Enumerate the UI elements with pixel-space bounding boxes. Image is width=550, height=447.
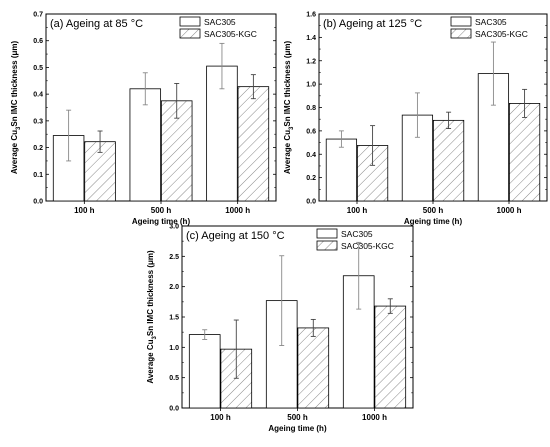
x-tick-label-100h: 100 h bbox=[74, 206, 95, 215]
legend-label-sac305-kgc: SAC305-KGC bbox=[341, 241, 394, 251]
x-axis-label: Ageing time (h) bbox=[404, 217, 463, 226]
y-tick-label: 0.6 bbox=[33, 38, 43, 45]
y-tick-label: 0.2 bbox=[33, 145, 43, 152]
x-tick-label-500h: 500 h bbox=[423, 206, 444, 215]
bar-sac305-kgc-1000h bbox=[508, 103, 541, 202]
x-tick-label-100h: 100 h bbox=[347, 206, 368, 215]
x-tick-label-1000h: 1000 h bbox=[225, 206, 250, 215]
legend-swatch-sac305-kgc bbox=[179, 28, 201, 39]
y-axis-label: Average Cu3Sn IMC thickness (μm) bbox=[10, 41, 22, 175]
y-tick-label: 1.0 bbox=[169, 345, 179, 352]
bar-sac305-kgc-500h bbox=[432, 119, 465, 202]
legend-swatch-sac305-kgc bbox=[316, 240, 338, 251]
bar-sac305-100h bbox=[325, 138, 358, 202]
panel-a-ageing-85c: 0.0 0.1 0.2 0.3 0.4 0.5 0.6 0.7 100 h 500 h 1000 h… bbox=[10, 12, 277, 226]
y-tick-label: 0.3 bbox=[33, 118, 43, 125]
y-axis-label: Average Cu3Sn IMC thickness (μm) bbox=[146, 250, 158, 384]
legend-label-sac305-kgc: SAC305-KGC bbox=[204, 29, 257, 39]
y-tick-label: 0.1 bbox=[33, 172, 43, 179]
y-tick-label: 0.4 bbox=[306, 152, 316, 159]
y-axis-label: Average Cu3Sn IMC thickness (μm) bbox=[283, 41, 295, 175]
bar-sac305-500h bbox=[129, 88, 162, 202]
y-tick-label: 1.2 bbox=[306, 58, 316, 65]
legend-swatch-sac305 bbox=[179, 16, 201, 27]
y-tick-label: 0.2 bbox=[306, 175, 316, 182]
bar-sac305-kgc-1000h bbox=[237, 86, 270, 202]
legend-label-sac305: SAC305 bbox=[204, 17, 236, 27]
panel-b-ageing-125c: 0.0 0.2 0.4 0.6 0.8 1.0 1.2 1.4 1.6 100 h 500 h 100… bbox=[283, 12, 548, 226]
x-axis-label: Ageing time (h) bbox=[132, 217, 191, 226]
y-tick-label: 0.5 bbox=[169, 375, 179, 382]
y-tick-label: 1.5 bbox=[169, 315, 179, 322]
y-tick-label: 1.6 bbox=[306, 12, 316, 19]
y-tick-label: 0.0 bbox=[33, 199, 43, 206]
panel-c-ageing-150c: 0.0 0.5 1.0 1.5 2.0 2.5 3.0 100 h 500 h 1000 h (c)… bbox=[146, 224, 414, 433]
panel-title-c: (c) Ageing at 150 °C bbox=[186, 230, 285, 242]
panel-title-b: (b) Ageing at 125 °C bbox=[323, 18, 422, 30]
y-tick-label: 3.0 bbox=[169, 224, 179, 231]
panel-title-a: (a) Ageing at 85 °C bbox=[50, 18, 143, 30]
y-tick-label: 0.6 bbox=[306, 128, 316, 135]
y-tick-label: 0.7 bbox=[33, 12, 43, 19]
y-tick-label: 1.0 bbox=[306, 82, 316, 89]
x-tick-label-100h: 100 h bbox=[210, 413, 231, 422]
y-tick-label: 0.8 bbox=[306, 105, 316, 112]
bar-sac305-kgc-1000h bbox=[374, 305, 407, 409]
legend-label-sac305: SAC305 bbox=[341, 229, 373, 239]
y-tick-label: 0.4 bbox=[33, 92, 43, 99]
y-tick-label: 0.0 bbox=[306, 199, 316, 206]
y-tick-label: 0.0 bbox=[169, 406, 179, 413]
y-tick-label: 1.4 bbox=[306, 35, 316, 42]
y-tick-label: 2.5 bbox=[169, 254, 179, 261]
x-tick-label-1000h: 1000 h bbox=[497, 206, 522, 215]
x-tick-label-500h: 500 h bbox=[151, 206, 172, 215]
y-tick-label: 2.0 bbox=[169, 284, 179, 291]
x-tick-label-1000h: 1000 h bbox=[362, 413, 387, 422]
legend-label-sac305: SAC305 bbox=[475, 17, 507, 27]
bar-sac305-100h bbox=[188, 334, 221, 409]
y-tick-label: 0.5 bbox=[33, 65, 43, 72]
x-tick-label-500h: 500 h bbox=[287, 413, 308, 422]
legend-label-sac305-kgc: SAC305-KGC bbox=[475, 29, 528, 39]
bar-sac305-kgc-500h bbox=[297, 327, 330, 409]
legend-swatch-sac305 bbox=[316, 228, 338, 239]
legend-swatch-sac305-kgc bbox=[450, 28, 472, 39]
legend-swatch-sac305 bbox=[450, 16, 472, 27]
x-axis-label: Ageing time (h) bbox=[268, 424, 327, 433]
